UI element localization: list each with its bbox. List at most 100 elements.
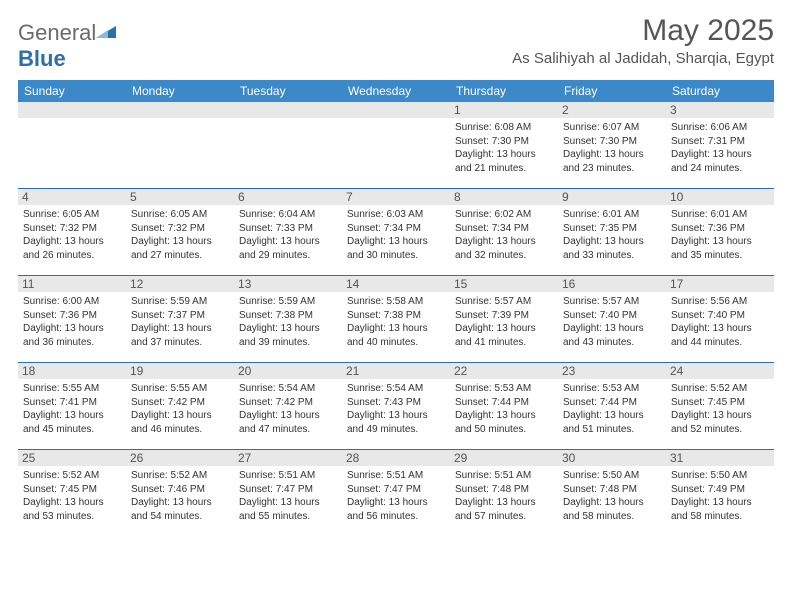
weekday-cell: Thursday xyxy=(450,80,558,102)
brand-part2: Blue xyxy=(18,46,66,71)
weekday-header-row: SundayMondayTuesdayWednesdayThursdayFrid… xyxy=(18,80,774,102)
day-cell: 27Sunrise: 5:51 AMSunset: 7:47 PMDayligh… xyxy=(234,450,342,536)
day-info: Sunrise: 6:04 AMSunset: 7:33 PMDaylight:… xyxy=(239,208,337,262)
weekday-cell: Saturday xyxy=(666,80,774,102)
day-number: 11 xyxy=(18,276,126,292)
day-cell: 16 Sunrise: 5:57 AMSunset: 7:40 PMDayligh… xyxy=(558,276,666,362)
day-info: Sunrise: 5:51 AMSunset: 7:47 PMDaylight:… xyxy=(347,469,445,523)
day-info: Sunrise: 6:08 AMSunset: 7:30 PMDaylight:… xyxy=(455,121,553,175)
day-number: 13 xyxy=(234,276,342,292)
day-number: 27 xyxy=(234,450,342,466)
empty-day-cell xyxy=(342,102,450,188)
header: GeneralBlue May 2025 As Salihiyah al Jad… xyxy=(18,14,774,72)
day-number: 17 xyxy=(666,276,774,292)
day-info: Sunrise: 5:54 AMSunset: 7:43 PMDaylight:… xyxy=(347,382,445,436)
day-info: Sunrise: 6:01 AMSunset: 7:36 PMDaylight:… xyxy=(671,208,769,262)
day-info: Sunrise: 5:55 AMSunset: 7:41 PMDaylight:… xyxy=(23,382,121,436)
day-info: Sunrise: 5:57 AMSunset: 7:40 PMDaylight:… xyxy=(563,295,661,349)
weekday-cell: Wednesday xyxy=(342,80,450,102)
day-info: Sunrise: 6:02 AMSunset: 7:34 PMDaylight:… xyxy=(455,208,553,262)
day-info: Sunrise: 5:59 AMSunset: 7:37 PMDaylight:… xyxy=(131,295,229,349)
calendar-page: GeneralBlue May 2025 As Salihiyah al Jad… xyxy=(0,0,792,550)
day-info: Sunrise: 5:51 AMSunset: 7:48 PMDaylight:… xyxy=(455,469,553,523)
day-info: Sunrise: 6:03 AMSunset: 7:34 PMDaylight:… xyxy=(347,208,445,262)
day-number: 8 xyxy=(450,189,558,205)
day-cell: 21 Sunrise: 5:54 AMSunset: 7:43 PMDayligh… xyxy=(342,363,450,449)
day-info: Sunrise: 5:57 AMSunset: 7:39 PMDaylight:… xyxy=(455,295,553,349)
day-number: 14 xyxy=(342,276,450,292)
month-title: May 2025 xyxy=(512,14,774,48)
day-cell: 17 Sunrise: 5:56 AMSunset: 7:40 PMDayligh… xyxy=(666,276,774,362)
day-info: Sunrise: 5:50 AMSunset: 7:48 PMDaylight:… xyxy=(563,469,661,523)
day-number: 28 xyxy=(342,450,450,466)
day-cell: 2Sunrise: 6:07 AMSunset: 7:30 PMDaylight… xyxy=(558,102,666,188)
day-cell: 4Sunrise: 6:05 AMSunset: 7:32 PMDaylight… xyxy=(18,189,126,275)
day-number: 31 xyxy=(666,450,774,466)
week-row: 25 Sunrise: 5:52 AMSunset: 7:45 PMDayligh… xyxy=(18,450,774,536)
week-row: 11Sunrise: 6:00 AMSunset: 7:36 PMDayligh… xyxy=(18,276,774,362)
day-info: Sunrise: 6:06 AMSunset: 7:31 PMDaylight:… xyxy=(671,121,769,175)
location-text: As Salihiyah al Jadidah, Sharqia, Egypt xyxy=(512,50,774,67)
day-number: 3 xyxy=(666,102,774,118)
day-number: 25 xyxy=(18,450,126,466)
day-number: 21 xyxy=(342,363,450,379)
day-cell: 22Sunrise: 5:53 AMSunset: 7:44 PMDayligh… xyxy=(450,363,558,449)
title-block: May 2025 As Salihiyah al Jadidah, Sharqi… xyxy=(512,14,774,67)
triangle-icon xyxy=(96,20,116,46)
empty-daynum-strip xyxy=(18,102,126,118)
day-info: Sunrise: 5:52 AMSunset: 7:45 PMDaylight:… xyxy=(23,469,121,523)
day-info: Sunrise: 5:56 AMSunset: 7:40 PMDaylight:… xyxy=(671,295,769,349)
day-number: 16 xyxy=(558,276,666,292)
day-cell: 29 Sunrise: 5:51 AMSunset: 7:48 PMDayligh… xyxy=(450,450,558,536)
day-cell: 5Sunrise: 6:05 AMSunset: 7:32 PMDaylight… xyxy=(126,189,234,275)
day-cell: 12 Sunrise: 5:59 AMSunset: 7:37 PMDayligh… xyxy=(126,276,234,362)
day-number: 23 xyxy=(558,363,666,379)
day-info: Sunrise: 5:59 AMSunset: 7:38 PMDaylight:… xyxy=(239,295,337,349)
day-number: 22 xyxy=(450,363,558,379)
week-row: 1Sunrise: 6:08 AMSunset: 7:30 PMDaylight… xyxy=(18,102,774,188)
day-info: Sunrise: 5:58 AMSunset: 7:38 PMDaylight:… xyxy=(347,295,445,349)
day-number: 5 xyxy=(126,189,234,205)
weeks-container: 1Sunrise: 6:08 AMSunset: 7:30 PMDaylight… xyxy=(18,102,774,536)
day-info: Sunrise: 5:50 AMSunset: 7:49 PMDaylight:… xyxy=(671,469,769,523)
day-cell: 6Sunrise: 6:04 AMSunset: 7:33 PMDaylight… xyxy=(234,189,342,275)
empty-daynum-strip xyxy=(342,102,450,118)
day-cell: 1Sunrise: 6:08 AMSunset: 7:30 PMDaylight… xyxy=(450,102,558,188)
day-number: 29 xyxy=(450,450,558,466)
brand-name: GeneralBlue xyxy=(18,20,116,72)
day-number: 24 xyxy=(666,363,774,379)
weekday-cell: Sunday xyxy=(18,80,126,102)
day-number: 18 xyxy=(18,363,126,379)
day-cell: 24 Sunrise: 5:52 AMSunset: 7:45 PMDayligh… xyxy=(666,363,774,449)
day-number: 20 xyxy=(234,363,342,379)
day-number: 19 xyxy=(126,363,234,379)
day-cell: 15Sunrise: 5:57 AMSunset: 7:39 PMDayligh… xyxy=(450,276,558,362)
day-cell: 20 Sunrise: 5:54 AMSunset: 7:42 PMDayligh… xyxy=(234,363,342,449)
day-cell: 3 Sunrise: 6:06 AMSunset: 7:31 PMDaylight… xyxy=(666,102,774,188)
empty-daynum-strip xyxy=(126,102,234,118)
day-cell: 30Sunrise: 5:50 AMSunset: 7:48 PMDayligh… xyxy=(558,450,666,536)
day-info: Sunrise: 5:53 AMSunset: 7:44 PMDaylight:… xyxy=(563,382,661,436)
empty-daynum-strip xyxy=(234,102,342,118)
day-cell: 13 Sunrise: 5:59 AMSunset: 7:38 PMDayligh… xyxy=(234,276,342,362)
day-number: 9 xyxy=(558,189,666,205)
day-cell: 7Sunrise: 6:03 AMSunset: 7:34 PMDaylight… xyxy=(342,189,450,275)
empty-day-cell xyxy=(18,102,126,188)
day-info: Sunrise: 6:05 AMSunset: 7:32 PMDaylight:… xyxy=(23,208,121,262)
day-number: 12 xyxy=(126,276,234,292)
day-info: Sunrise: 5:54 AMSunset: 7:42 PMDaylight:… xyxy=(239,382,337,436)
day-info: Sunrise: 5:52 AMSunset: 7:46 PMDaylight:… xyxy=(131,469,229,523)
day-number: 26 xyxy=(126,450,234,466)
day-info: Sunrise: 6:07 AMSunset: 7:30 PMDaylight:… xyxy=(563,121,661,175)
brand-part1: General xyxy=(18,20,96,45)
weekday-cell: Tuesday xyxy=(234,80,342,102)
day-info: Sunrise: 5:52 AMSunset: 7:45 PMDaylight:… xyxy=(671,382,769,436)
brand-logo: GeneralBlue xyxy=(18,14,116,72)
day-cell: 19Sunrise: 5:55 AMSunset: 7:42 PMDayligh… xyxy=(126,363,234,449)
week-row: 18 Sunrise: 5:55 AMSunset: 7:41 PMDayligh… xyxy=(18,363,774,449)
day-cell: 26 Sunrise: 5:52 AMSunset: 7:46 PMDayligh… xyxy=(126,450,234,536)
day-cell: 25 Sunrise: 5:52 AMSunset: 7:45 PMDayligh… xyxy=(18,450,126,536)
day-cell: 9Sunrise: 6:01 AMSunset: 7:35 PMDaylight… xyxy=(558,189,666,275)
weekday-cell: Monday xyxy=(126,80,234,102)
empty-day-cell xyxy=(234,102,342,188)
